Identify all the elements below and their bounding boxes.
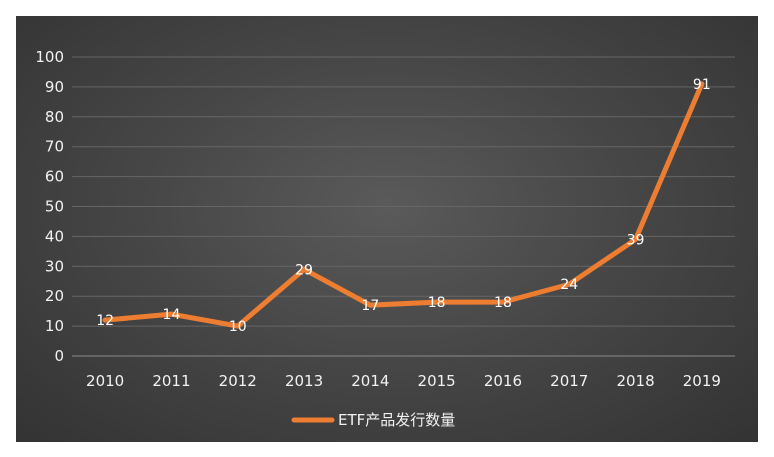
x-tick-label: 2011 (152, 372, 190, 390)
y-tick-label: 70 (45, 138, 64, 156)
data-label: 18 (494, 295, 512, 311)
y-tick-label: 60 (45, 168, 64, 186)
x-tick-label: 2018 (616, 372, 654, 390)
y-tick-label: 50 (45, 198, 64, 216)
chart-card: 0 10 20 30 40 50 60 70 80 90 100 2010 2011 2012 2013 20… (16, 16, 758, 442)
x-tick-label: 2012 (219, 372, 257, 390)
data-label: 10 (229, 319, 247, 335)
data-point (566, 281, 572, 287)
data-label: 17 (361, 298, 379, 314)
x-tick-label: 2014 (351, 372, 389, 390)
y-tick-label: 80 (45, 108, 64, 126)
data-label: 18 (428, 295, 446, 311)
y-tick-label: 40 (45, 227, 64, 245)
data-label: 91 (693, 77, 711, 93)
y-tick-label: 0 (54, 347, 64, 365)
y-tick-label: 10 (45, 317, 64, 335)
series-line (102, 81, 705, 329)
data-point (699, 81, 705, 87)
data-point (633, 236, 639, 242)
y-tick-label: 100 (35, 48, 64, 66)
data-point (367, 302, 373, 308)
data-point (301, 266, 307, 272)
x-tick-label: 2016 (484, 372, 522, 390)
data-point (500, 299, 506, 305)
data-label: 29 (295, 262, 313, 278)
data-label: 24 (560, 277, 578, 293)
y-tick-label: 20 (45, 287, 64, 305)
legend-label: ETF产品发行数量 (338, 411, 455, 429)
y-tick-label: 90 (45, 78, 64, 96)
y-tick-label: 30 (45, 257, 64, 275)
line-chart: 0 10 20 30 40 50 60 70 80 90 100 2010 2011 2012 2013 20… (35, 48, 735, 429)
x-tick-label: 2013 (285, 372, 323, 390)
x-tick-label: 2019 (683, 372, 721, 390)
data-label: 39 (627, 232, 645, 248)
data-label: 12 (96, 313, 114, 329)
data-point (102, 317, 108, 323)
data-point (235, 323, 241, 329)
x-tick-label: 2010 (86, 372, 124, 390)
data-point (434, 299, 440, 305)
data-point (168, 311, 174, 317)
data-label: 14 (163, 307, 181, 323)
x-tick-label: 2015 (418, 372, 456, 390)
x-tick-label: 2017 (550, 372, 588, 390)
